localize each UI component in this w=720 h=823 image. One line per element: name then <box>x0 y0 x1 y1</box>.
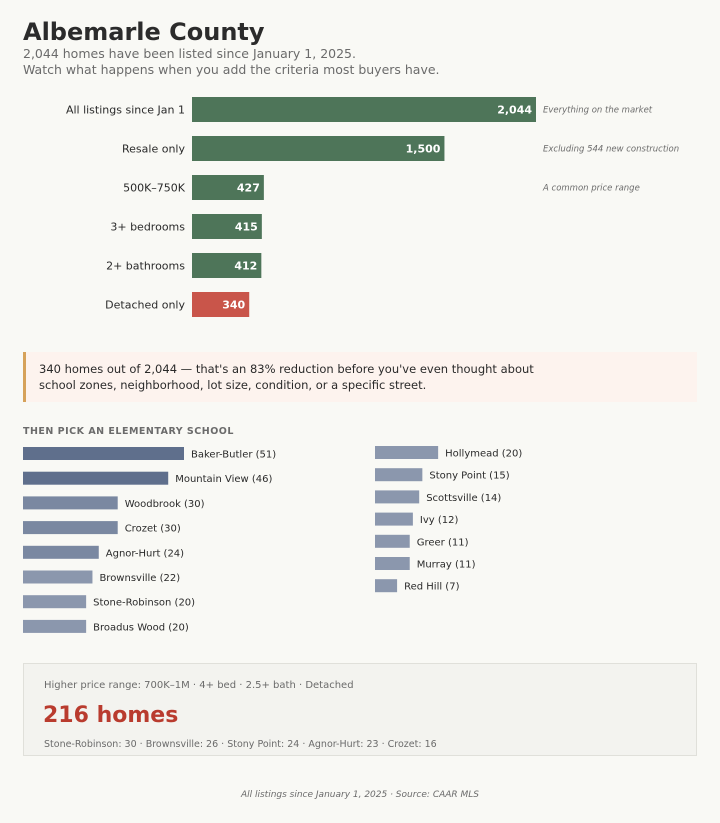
funnel-bar <box>192 253 262 278</box>
school-label: Stony Point (15) <box>429 471 509 482</box>
school-label: Greer (11) <box>417 537 469 548</box>
school-bar <box>23 619 87 633</box>
school-label: Broadus Wood (20) <box>93 622 189 633</box>
reduction-callout: 340 homes out of 2,044 — that's an 83% r… <box>23 352 697 402</box>
funnel-annotation: A common price range <box>542 184 640 194</box>
school-bar <box>23 447 184 460</box>
funnel-value-label: 2,044 <box>497 104 532 117</box>
school-label: Ivy (12) <box>420 515 459 526</box>
school-bar <box>23 545 99 559</box>
funnel-category-label: 2+ bathrooms <box>106 260 185 273</box>
funnel-value-label: 427 <box>237 182 260 195</box>
school-label: Crozet (30) <box>125 524 181 535</box>
school-label: Brownsville (22) <box>99 573 180 584</box>
school-label: Scottsville (14) <box>426 493 501 504</box>
school-bar <box>375 490 420 504</box>
school-bar <box>23 595 87 609</box>
source-footer: All listings since January 1, 2025 · Sou… <box>240 790 480 800</box>
school-bar <box>375 468 423 482</box>
school-label: Murray (11) <box>417 560 476 571</box>
page-title: Albemarle County <box>23 18 265 46</box>
school-bar <box>375 446 439 459</box>
school-label: Red Hill (7) <box>404 582 459 593</box>
funnel-category-label: 3+ bedrooms <box>110 221 185 234</box>
school-bar <box>23 496 118 510</box>
higher-price-summary: Higher price range: 700K–1M · 4+ bed · 2… <box>23 663 697 756</box>
funnel-bar <box>192 292 250 317</box>
school-label: Mountain View (46) <box>175 474 272 485</box>
summary-criteria: Higher price range: 700K–1M · 4+ bed · 2… <box>44 680 354 691</box>
summary-breakdown: Stone-Robinson: 30 · Brownsville: 26 · S… <box>44 739 437 750</box>
funnel-bar <box>192 136 445 161</box>
school-bar <box>375 557 410 570</box>
funnel-bar <box>192 214 262 239</box>
school-breakdown-chart: Baker-Butler (51) Mountain View (46) Woodb… <box>23 446 522 633</box>
school-label: Agnor-Hurt (24) <box>106 548 184 559</box>
school-label: Woodbrook (30) <box>125 499 205 510</box>
funnel-bar <box>192 175 264 200</box>
subtitle-line-2: Watch what happens when you add the crit… <box>23 62 440 77</box>
funnel-value-label: 1,500 <box>406 143 441 156</box>
school-bar <box>375 534 410 548</box>
funnel-annotation: Excluding 544 new construction <box>543 145 679 155</box>
funnel-value-label: 340 <box>222 299 245 312</box>
school-bar <box>375 512 413 526</box>
funnel-category-label: Detached only <box>105 299 185 312</box>
school-chart-title: THEN PICK AN ELEMENTARY SCHOOL <box>23 426 234 437</box>
school-bar <box>23 570 93 584</box>
school-bar <box>375 579 398 593</box>
school-bar <box>23 471 169 485</box>
school-bar <box>23 521 118 535</box>
funnel-bar <box>192 97 536 122</box>
callout-text: 340 homes out of 2,044 — that's an 83% r… <box>39 362 534 392</box>
subtitle-line-1: 2,044 homes have been listed since Janua… <box>23 46 356 61</box>
funnel-category-label: 500K–750K <box>123 182 186 195</box>
listing-funnel-chart: All listings since Jan 1 2,044 Everything … <box>66 97 679 317</box>
school-label: Hollymead (20) <box>445 449 522 460</box>
funnel-category-label: Resale only <box>122 143 185 156</box>
school-label: Stone-Robinson (20) <box>93 598 195 609</box>
funnel-category-label: All listings since Jan 1 <box>66 104 185 117</box>
funnel-value-label: 415 <box>235 221 258 234</box>
summary-count: 216 homes <box>43 703 179 728</box>
funnel-annotation: Everything on the market <box>543 106 653 116</box>
school-label: Baker-Butler (51) <box>191 450 276 461</box>
page-subtitle: 2,044 homes have been listed since Janua… <box>23 46 440 78</box>
funnel-value-label: 412 <box>234 260 257 273</box>
